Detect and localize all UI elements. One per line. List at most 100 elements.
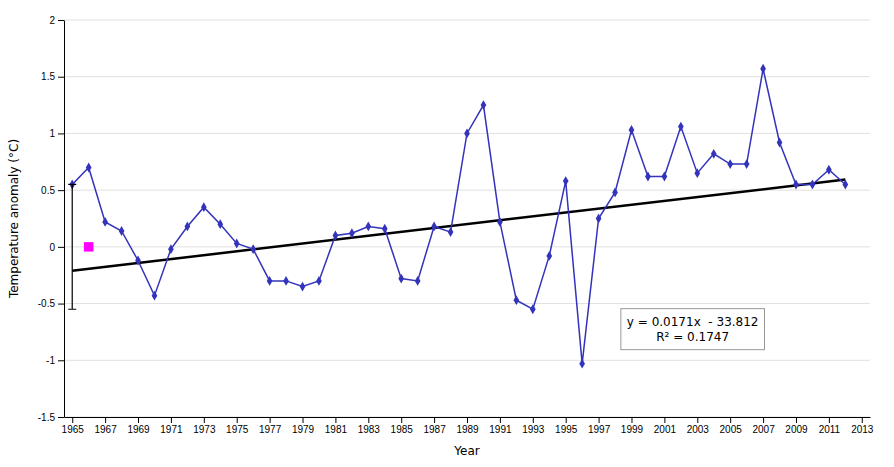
y-axis-tick-mark (58, 190, 64, 191)
data-point (596, 214, 602, 224)
x-axis-tick: 1985 (391, 417, 414, 435)
data-point (283, 276, 289, 286)
x-axis-tick: 1987 (423, 417, 446, 435)
y-axis-tick: 0.5 (41, 185, 64, 196)
x-axis-tick: 2003 (687, 417, 710, 435)
x-axis-tick-mark (105, 417, 106, 423)
x-axis-tick-mark (204, 417, 205, 423)
x-axis-tick-label: 2013 (851, 424, 874, 435)
data-point (563, 176, 569, 186)
x-axis-tick-label: 1991 (489, 424, 512, 435)
y-axis-tick-mark (58, 304, 64, 305)
y-axis-tick-label: 2 (49, 15, 55, 26)
y-axis-tick-mark (58, 417, 64, 418)
y-axis-tick-mark (58, 247, 64, 248)
y-axis-tick-mark (58, 77, 64, 78)
y-axis-tick-label: -1.5 (38, 412, 56, 423)
x-axis-tick-label: 2003 (687, 424, 710, 435)
data-point (694, 168, 700, 178)
data-point (629, 125, 635, 135)
x-axis-tick-mark (335, 417, 336, 423)
chart: 1965196719691971197319751977197919811983… (0, 0, 894, 467)
x-axis-tick-label: 2001 (654, 424, 677, 435)
highlight-point (84, 242, 93, 251)
data-point (793, 180, 799, 190)
x-axis-tick-mark (303, 417, 304, 423)
data-point (546, 251, 552, 261)
error-bar (68, 184, 76, 309)
x-axis-tick: 1971 (160, 417, 183, 435)
y-axis-line (64, 21, 65, 418)
x-axis-tick-mark (763, 417, 764, 423)
x-axis-tick-mark (72, 417, 73, 423)
x-axis-tick: 1995 (555, 417, 578, 435)
grid (64, 20, 870, 417)
data-point (431, 222, 437, 232)
data-point (514, 295, 520, 305)
y-axis-tick-label: -0.5 (38, 298, 56, 309)
x-axis-tick-mark (270, 417, 271, 423)
data-point (201, 202, 207, 212)
x-axis-tick-label: 1993 (522, 424, 545, 435)
data-point (810, 180, 816, 190)
x-axis-tick: 1981 (325, 417, 348, 435)
data-point (612, 187, 618, 197)
x-axis-tick-label: 1987 (423, 424, 446, 435)
y-axis-tick-label: 1.5 (41, 71, 55, 82)
x-axis-tick: 2009 (785, 417, 808, 435)
data-point (744, 159, 750, 169)
data-point (398, 274, 404, 284)
x-axis-tick: 1997 (588, 417, 611, 435)
y-axis-tick-label: 1 (49, 128, 55, 139)
x-axis-tick-mark (566, 417, 567, 423)
data-point (464, 129, 470, 139)
data-point (448, 227, 454, 237)
data-point (579, 359, 585, 369)
data-point (662, 172, 668, 182)
data-point (777, 138, 783, 148)
data-point (267, 276, 273, 286)
y-axis-tick: 0 (49, 242, 64, 253)
x-axis-tick-mark (829, 417, 830, 423)
data-point (250, 244, 256, 254)
x-axis-tick-mark (599, 417, 600, 423)
x-axis-tick: 1979 (292, 417, 315, 435)
x-axis-tick-label: 1973 (193, 424, 216, 435)
y-axis: -1.5 -1 -0.5 0 0.5 1 1.5 2 (38, 15, 65, 423)
x-axis-tick-label: 1979 (292, 424, 315, 435)
y-axis-tick: 2 (49, 15, 64, 26)
data-point (760, 64, 766, 74)
x-axis-tick-mark (500, 417, 501, 423)
equation-box: y = 0.0171x - 33.812R² = 0.1747 (621, 309, 765, 350)
data-point (645, 172, 651, 182)
x-axis-tick-mark (631, 417, 632, 423)
x-axis-tick: 2007 (752, 417, 775, 435)
x-axis-tick-label: 1999 (621, 424, 644, 435)
y-axis-tick-label: 0 (49, 242, 55, 253)
y-axis-tick: -0.5 (38, 298, 64, 309)
data-point (349, 228, 355, 238)
equation-text: y = 0.0171x - 33.812 (627, 315, 759, 329)
x-axis-tick: 1973 (193, 417, 216, 435)
y-axis-tick-label: 0.5 (41, 185, 55, 196)
x-axis-tick-label: 1969 (127, 424, 150, 435)
x-axis-tick-label: 2007 (752, 424, 775, 435)
data-point (185, 222, 191, 232)
x-axis-tick: 2005 (720, 417, 743, 435)
x-axis: 1965196719691971197319751977197919811983… (62, 417, 874, 435)
data-point (678, 122, 684, 132)
x-axis-tick-label: 1983 (358, 424, 381, 435)
y-axis-tick: 1.5 (41, 71, 64, 82)
x-axis-tick-label: 2009 (785, 424, 808, 435)
data-point (102, 217, 108, 227)
x-axis-tick-mark (138, 417, 139, 423)
x-axis-tick-mark (467, 417, 468, 423)
x-axis-title: Year (453, 444, 479, 458)
x-axis-tick-label: 1965 (62, 424, 85, 435)
x-axis-tick-label: 1967 (94, 424, 117, 435)
data-point (365, 222, 371, 232)
x-axis-tick-mark (664, 417, 665, 423)
y-axis-tick-label: -1 (46, 355, 55, 366)
plot-area (68, 64, 848, 369)
x-axis-tick: 1965 (62, 417, 85, 435)
